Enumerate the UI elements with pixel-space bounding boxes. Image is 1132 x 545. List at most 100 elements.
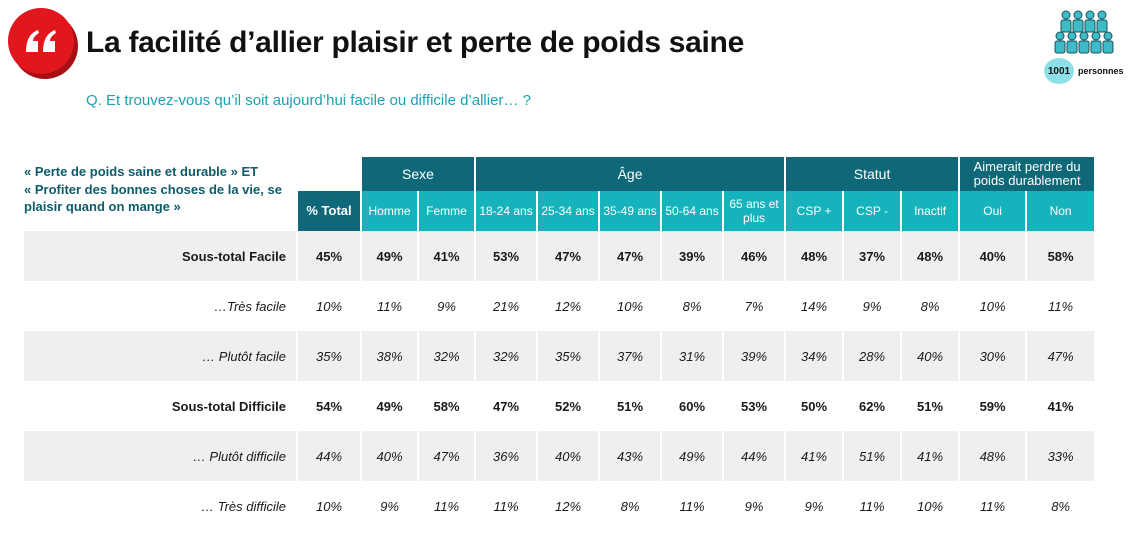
group-header-age: Âge: [474, 157, 785, 191]
table-cell: 47%: [474, 381, 536, 431]
table-cell: 9%: [722, 481, 784, 531]
table-row: Sous-total Facile 45% 49% 41% 53% 47% 47% 39% 46…: [24, 231, 1095, 281]
table-cell: 9%: [417, 281, 474, 331]
table-cell: 59%: [958, 381, 1025, 431]
row-label: … Très difficile: [201, 498, 286, 514]
table-cell: 12%: [536, 481, 598, 531]
table-cell: 40%: [900, 331, 959, 381]
table-cell: 46%: [722, 231, 785, 281]
row-label: Sous-total Difficile: [171, 398, 286, 414]
table-cell: 12%: [536, 281, 598, 331]
table-cell: 40%: [360, 431, 417, 481]
group-header-statut: Statut: [784, 157, 959, 191]
table-cell: 58%: [1025, 231, 1095, 281]
table-cell: 35%: [536, 331, 599, 381]
table-cell: 11%: [417, 481, 474, 531]
intro-text: « Perte de poids saine et durable » ET «…: [24, 163, 304, 216]
table-cell: 32%: [417, 331, 475, 381]
table-cell: 8%: [660, 281, 722, 331]
table-cell: 47%: [417, 431, 475, 481]
row-label: Sous-total Facile: [24, 231, 296, 281]
table-cell: 41%: [1025, 381, 1094, 431]
table-cell: 7%: [722, 281, 784, 331]
table-cell: 39%: [722, 331, 785, 381]
table-cell: 39%: [660, 231, 723, 281]
table-cell: 53%: [722, 381, 784, 431]
row-label: … Plutôt difficile: [24, 431, 296, 481]
group-header-row: Sexe Âge Statut Aimerait perdre du poids…: [24, 157, 1095, 191]
table-cell: 41%: [900, 431, 959, 481]
column-header: 50-64 ans: [660, 191, 723, 231]
table-cell: 11%: [474, 481, 536, 531]
table-cell: 48%: [784, 231, 843, 281]
column-header: % Total: [296, 191, 360, 231]
table-cell: 10%: [900, 481, 958, 531]
intro-line-2: « Profiter des bonnes choses de la vie, …: [24, 181, 282, 215]
column-header: Oui: [958, 191, 1026, 231]
table-cell: 51%: [842, 431, 901, 481]
quote-icon: [8, 8, 74, 74]
column-header-row: % Total Homme Femme 18-24 ans 25-34 ans …: [24, 191, 1095, 231]
column-header: 25-34 ans: [536, 191, 599, 231]
table-cell: 11%: [360, 281, 417, 331]
column-header: Non: [1025, 191, 1095, 231]
table-row: …Très facile 10% 11% 9% 21% 12% 10% 8% 7% 14% 9% 8%…: [24, 281, 1094, 331]
table-cell: 47%: [1025, 331, 1095, 381]
table-cell: 8%: [598, 481, 660, 531]
table-cell: 9%: [784, 481, 842, 531]
table-cell: 9%: [842, 281, 900, 331]
table-cell: 21%: [474, 281, 536, 331]
table-cell: 62%: [842, 381, 900, 431]
row-label: … Plutôt facile: [24, 331, 296, 381]
table-cell: 34%: [784, 331, 843, 381]
sample-count-badge: 1001: [1044, 58, 1074, 84]
table-cell: 49%: [360, 381, 417, 431]
sample-label: personnes: [1078, 66, 1124, 76]
table-cell: 30%: [958, 331, 1026, 381]
table-cell: 60%: [660, 381, 722, 431]
people-group-icon: [1054, 10, 1114, 54]
table-cell: 54%: [296, 381, 360, 431]
table-cell: 10%: [958, 281, 1025, 331]
table-cell: 11%: [1025, 281, 1094, 331]
column-header: 35-49 ans: [598, 191, 661, 231]
column-header: Homme: [360, 191, 417, 231]
table-cell: 51%: [900, 381, 958, 431]
table-cell: 47%: [536, 231, 599, 281]
table-cell: 38%: [360, 331, 417, 381]
table-cell: 53%: [474, 231, 537, 281]
row-label: …Très facile: [214, 298, 286, 314]
table-cell: 41%: [784, 431, 843, 481]
column-header: CSP +: [784, 191, 843, 231]
page-title: La facilité d’allier plaisir et perte de…: [86, 26, 744, 59]
table-cell: 43%: [598, 431, 661, 481]
table-cell: 44%: [296, 431, 360, 481]
column-header: Inactif: [900, 191, 959, 231]
table-cell: 35%: [296, 331, 360, 381]
table-cell: 47%: [598, 231, 661, 281]
table-cell: 50%: [784, 381, 842, 431]
table-cell: 28%: [842, 331, 901, 381]
table-cell: 36%: [474, 431, 537, 481]
table-cell: 58%: [417, 381, 474, 431]
column-header: 65 ans et plus: [722, 191, 785, 231]
table-row: … Plutôt facile 35% 38% 32% 32% 35% 37% 31% 39% 3…: [24, 331, 1095, 381]
table-cell: 10%: [296, 481, 360, 531]
results-table: Sexe Âge Statut Aimerait perdre du poids…: [24, 157, 1095, 531]
table-cell: 37%: [598, 331, 661, 381]
table-cell: 8%: [1025, 481, 1094, 531]
sample-count: 1001: [1047, 65, 1071, 77]
table-cell: 49%: [360, 231, 417, 281]
table-cell: 44%: [722, 431, 785, 481]
table-cell: 8%: [900, 281, 958, 331]
table-cell: 48%: [900, 231, 959, 281]
survey-question: Q. Et trouvez-vous qu’il soit aujourd’hu…: [86, 92, 531, 109]
table-cell: 49%: [660, 431, 723, 481]
table-cell: 37%: [842, 231, 901, 281]
column-header: Femme: [417, 191, 475, 231]
table-cell: 48%: [958, 431, 1026, 481]
table-row: … Très difficile 10% 9% 11% 11% 12% 8% 11% 9% 9% 1…: [24, 481, 1094, 531]
table-cell: 11%: [842, 481, 900, 531]
intro-line-1: « Perte de poids saine et durable » ET: [24, 164, 259, 179]
table-cell: 9%: [360, 481, 417, 531]
